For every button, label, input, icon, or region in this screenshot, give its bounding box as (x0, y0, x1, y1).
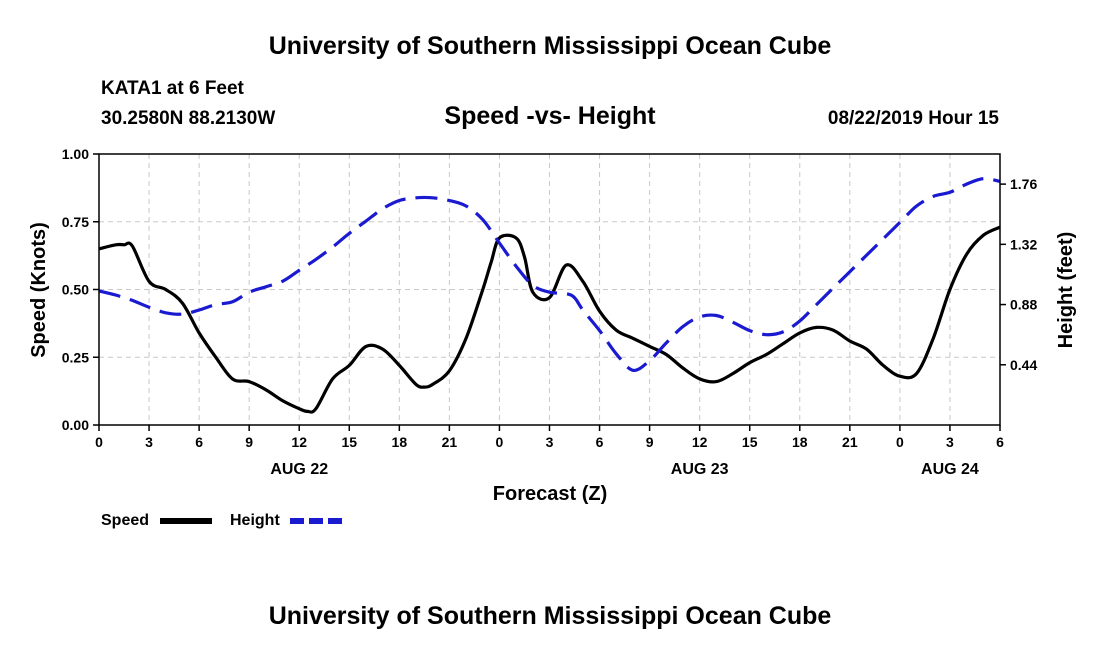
station-label: KATA1 at 6 Feet (101, 78, 245, 99)
y-tick-label: 1.00 (62, 146, 89, 162)
series-layer (98, 176, 1001, 414)
chart-title: Speed -vs- Height (444, 102, 656, 130)
y2-tick-label: 1.76 (1010, 176, 1037, 192)
station-coords: 30.2580N 88.2130W (101, 108, 275, 129)
y-axis-label: Speed (Knots) (28, 222, 50, 358)
x-tick-label: 0 (95, 434, 103, 450)
speed-series-line (98, 225, 1001, 414)
legend-height-label: Height (230, 512, 280, 529)
x-tick-label: 18 (392, 434, 408, 450)
x-tick-label: 18 (792, 434, 808, 450)
y-tick-label: 0.75 (62, 214, 89, 230)
legend: Speed Height (101, 512, 342, 529)
y2-tick-label: 0.88 (1010, 297, 1037, 313)
y2-tick-label: 0.44 (1010, 357, 1037, 373)
y2-axis-label: Height (feet) (1055, 232, 1077, 349)
y2-tick-label: 1.32 (1010, 236, 1037, 252)
x-tick-label: 6 (996, 434, 1004, 450)
date-label: AUG 23 (671, 461, 729, 478)
x-tick-label: 15 (742, 434, 758, 450)
x-axis-label: Forecast (Z) (493, 483, 607, 505)
header-title: University of Southern Mississippi Ocean… (269, 32, 832, 60)
x-tick-label: 15 (341, 434, 357, 450)
x-tick-label: 0 (496, 434, 504, 450)
x-tick-label: 3 (145, 434, 153, 450)
x-tick-label: 12 (291, 434, 307, 450)
x-tick-label: 9 (646, 434, 654, 450)
footer-title: University of Southern Mississippi Ocean… (269, 602, 832, 630)
date-label: AUG 24 (921, 461, 979, 478)
x-tick-label: 6 (195, 434, 203, 450)
x-tick-label: 3 (546, 434, 554, 450)
height-series-line (98, 176, 1001, 372)
x-tick-label: 21 (842, 434, 858, 450)
y-tick-label: 0.25 (62, 349, 89, 365)
date-label: AUG 22 (270, 461, 328, 478)
y-tick-label: 0.00 (62, 417, 89, 433)
x-tick-label: 3 (946, 434, 954, 450)
y-tick-label: 0.50 (62, 282, 89, 298)
x-tick-label: 12 (692, 434, 708, 450)
x-tick-label: 0 (896, 434, 904, 450)
legend-speed-label: Speed (101, 512, 149, 529)
grid-lines (99, 154, 1000, 425)
valid-time: 08/22/2019 Hour 15 (828, 108, 1000, 129)
x-tick-label: 6 (596, 434, 604, 450)
axes: 0 3 6 9 12 15 18 21 0 3 6 9 12 15 18 21 0 3 6 0.00 0.25 0.50 0… (62, 146, 1038, 478)
x-tick-label: 9 (245, 434, 253, 450)
x-tick-label: 21 (442, 434, 458, 450)
